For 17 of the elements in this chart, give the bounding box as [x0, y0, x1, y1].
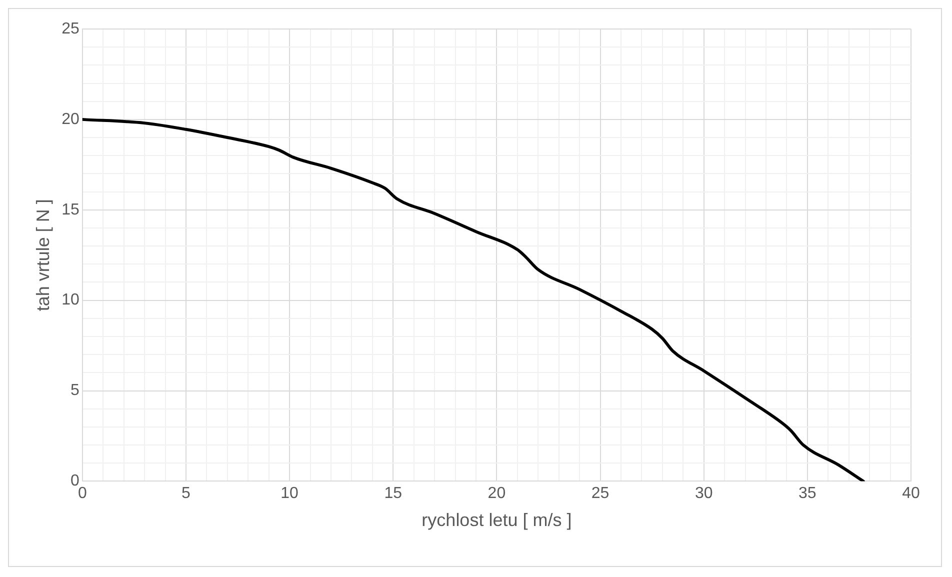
x-tick-label: 25 [591, 485, 610, 502]
y-tick-label: 20 [62, 110, 80, 128]
y-tick-label: 15 [62, 201, 80, 218]
y-tick-label: 5 [70, 382, 80, 400]
x-tick-label: 30 [694, 485, 713, 502]
x-tick-label: 10 [280, 485, 299, 502]
x-tick-label: 35 [798, 485, 816, 502]
y-tick-label: 10 [62, 292, 80, 309]
y-axis-title: tah vrtule [ N ] [32, 199, 53, 312]
x-tick-label: 15 [384, 485, 402, 502]
x-tick-label: 40 [902, 485, 920, 502]
line-series [82, 118, 865, 482]
x-tick-label: 5 [182, 485, 191, 502]
y-tick-label: 0 [70, 472, 80, 490]
y-tick-label: 25 [62, 20, 80, 38]
x-tick-label: 20 [488, 485, 506, 502]
x-axis-title: rychlost letu [ m/s ] [422, 510, 572, 530]
